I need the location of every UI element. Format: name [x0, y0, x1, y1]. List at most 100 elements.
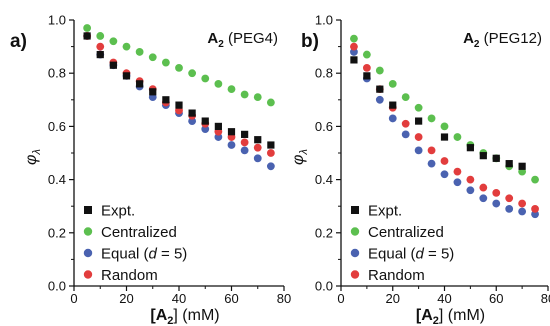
data-point-circle — [453, 167, 462, 176]
y-tick-label: 0.6 — [315, 119, 333, 134]
x-tick-label: 20 — [119, 291, 133, 306]
legend-label-italic: d — [416, 246, 425, 263]
data-point-circle — [227, 141, 236, 149]
data-point-circle — [518, 207, 527, 216]
series-centralized — [83, 24, 275, 107]
data-point-circle — [266, 162, 275, 171]
data-point-circle — [362, 63, 371, 72]
y-tick-label: 0.0 — [48, 279, 66, 294]
data-point-square — [466, 144, 474, 152]
data-point-square — [440, 133, 449, 141]
data-point-square — [241, 130, 249, 138]
panel-title-sub: 2 — [218, 39, 224, 50]
legend-label: Equal (d = 5) — [368, 246, 454, 263]
legend-label: Equal (d = 5) — [101, 246, 187, 263]
data-point-circle — [266, 98, 275, 107]
data-point-square — [175, 101, 183, 109]
panel-title: A2 (PEG4) — [207, 30, 278, 50]
data-point-square — [214, 122, 222, 130]
chart-panel-a: 0.00.20.40.60.81.00 20 40 60 80a) A2 (PEG4)[A… — [10, 13, 291, 326]
data-point-circle — [453, 133, 462, 141]
panel-title-sub: 2 — [474, 39, 480, 50]
data-point-circle — [96, 42, 105, 51]
legend-label: Expt. — [368, 203, 402, 220]
series-equal-d-5 — [83, 32, 275, 171]
data-point-circle — [401, 119, 410, 128]
data-point-circle — [240, 146, 249, 155]
panel-label: a) — [10, 31, 27, 52]
x-axis-label-open: [ — [416, 307, 422, 324]
x-tick-label: 40 — [172, 291, 186, 306]
y-axis-label: φλ — [23, 149, 43, 165]
data-point-circle — [414, 133, 423, 141]
legend-label-part: = 5) — [157, 246, 187, 263]
data-point-circle — [479, 194, 488, 203]
y-axis-label-sub: λ — [298, 149, 310, 155]
data-point-circle — [492, 189, 501, 197]
data-point-circle — [135, 48, 144, 56]
legend-marker-circle — [350, 270, 360, 279]
data-point-square — [109, 61, 117, 69]
legend-marker-square — [351, 206, 359, 214]
data-point-circle — [453, 178, 462, 187]
data-point-circle — [350, 34, 358, 43]
data-point-circle — [414, 146, 423, 155]
data-point-circle — [427, 114, 436, 123]
data-point-square — [415, 117, 423, 125]
series-centralized — [350, 34, 539, 184]
x-axis-label-rest: ] (mM) — [173, 307, 219, 324]
x-tick-label: 0 — [337, 291, 344, 306]
legend-label-part: = 5) — [424, 246, 454, 263]
y-tick-label: 0.8 — [315, 66, 333, 81]
data-point-square — [149, 88, 157, 96]
data-point-circle — [240, 90, 249, 99]
data-point-square — [267, 141, 275, 149]
data-point-circle — [161, 58, 170, 67]
x-axis-label-main: A — [156, 307, 168, 324]
y-tick-label: 1.0 — [315, 13, 333, 28]
y-tick-label: 0.8 — [48, 66, 66, 81]
legend-label: Centralized — [368, 224, 444, 241]
x-axis-label-rest: ] (mM) — [439, 307, 485, 324]
data-point-square — [227, 128, 236, 136]
data-point-circle — [148, 53, 157, 62]
data-point-circle — [388, 114, 397, 123]
data-point-circle — [505, 194, 514, 203]
data-point-circle — [414, 103, 423, 112]
data-point-circle — [427, 159, 436, 168]
chart-panel-b: 0.00.20.40.60.81.0020406080b)A2 (PEG12)[… — [290, 13, 550, 326]
data-point-square — [162, 96, 170, 104]
y-axis-label-main: φ — [290, 154, 307, 164]
panel-title-main: A — [207, 30, 218, 47]
data-point-circle — [466, 175, 475, 184]
y-axis-label: φλ — [290, 149, 310, 165]
legend: Expt. Centralized Equal (d = 5) Random — [83, 203, 187, 284]
legend-marker-circle — [83, 248, 93, 258]
x-tick-label: 0 — [70, 291, 77, 306]
y-tick-label: 0.4 — [315, 172, 333, 187]
y-tick-label: 0.2 — [315, 225, 333, 240]
data-point-square — [83, 32, 91, 40]
data-point-circle — [440, 122, 449, 131]
x-tick-label: 20 — [386, 291, 400, 306]
x-axis-label-main: A — [421, 307, 433, 324]
data-point-square — [363, 72, 371, 80]
data-point-circle — [350, 42, 358, 51]
data-point-circle — [253, 143, 262, 152]
data-point-circle — [466, 186, 475, 195]
y-axis-label-sub: λ — [31, 149, 43, 155]
x-tick-label: 80 — [541, 291, 550, 306]
y-tick-label: 0.4 — [48, 172, 66, 187]
panel-title: A2 (PEG12) — [463, 30, 542, 50]
data-point-circle — [240, 138, 249, 147]
x-tick-label: 40 — [437, 291, 451, 306]
legend-label: Random — [368, 267, 425, 284]
data-point-circle — [175, 63, 183, 72]
x-axis-label-open: [ — [150, 307, 156, 324]
data-point-circle — [505, 204, 514, 213]
data-point-square — [122, 72, 131, 80]
data-point-square — [350, 56, 358, 64]
panel-label: b) — [301, 31, 319, 52]
data-point-circle — [531, 175, 539, 184]
